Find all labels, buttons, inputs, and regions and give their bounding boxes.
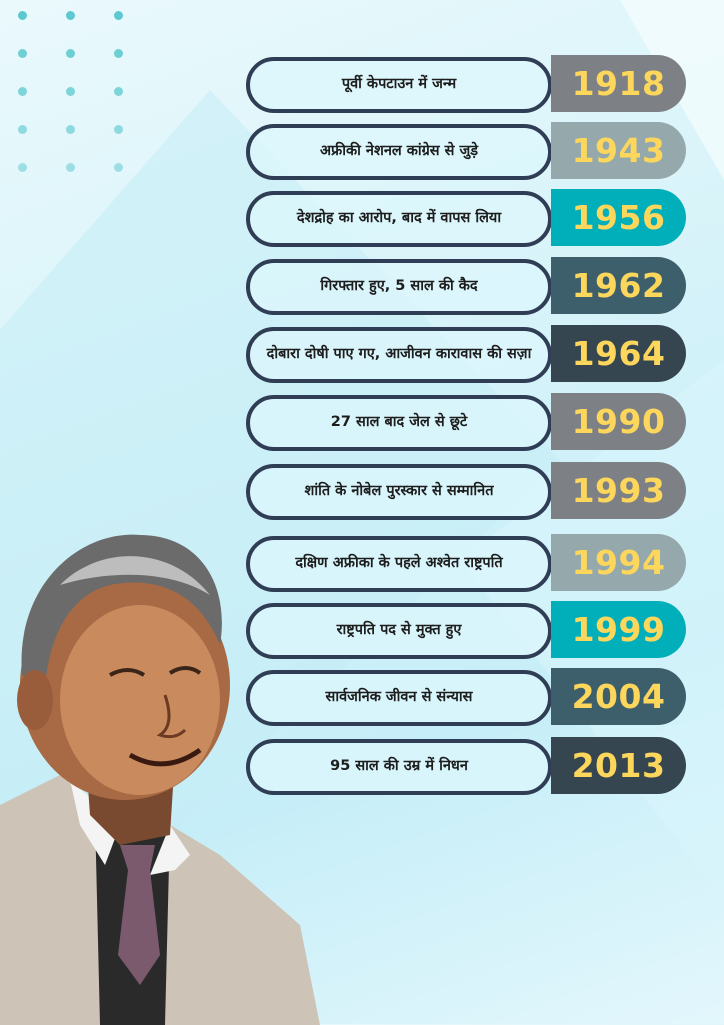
decorative-dot bbox=[18, 11, 27, 20]
event-label: शांति के नोबेल पुरस्कार से सम्मानित bbox=[246, 464, 552, 520]
timeline-row: दक्षिण अफ्रीका के पहले अश्वेत राष्ट्रपति… bbox=[246, 534, 686, 592]
event-label: अफ्रीकी नेशनल कांग्रेस से जुड़े bbox=[246, 124, 552, 180]
decorative-dot bbox=[114, 125, 123, 134]
event-label: राष्ट्रपति पद से मुक्त हुए bbox=[246, 603, 552, 659]
decorative-dot bbox=[66, 163, 75, 172]
decorative-dot bbox=[66, 87, 75, 96]
decorative-dot bbox=[114, 11, 123, 20]
year-badge: 2004 bbox=[551, 668, 686, 725]
year-badge: 1943 bbox=[551, 122, 686, 179]
year-badge: 1962 bbox=[551, 257, 686, 314]
decorative-dot bbox=[114, 87, 123, 96]
decorative-dot bbox=[18, 87, 27, 96]
year-badge: 1956 bbox=[551, 189, 686, 246]
event-label: गिरफ्तार हुए, 5 साल की कैद bbox=[246, 259, 552, 315]
event-label: 27 साल बाद जेल से छूटे bbox=[246, 395, 552, 451]
event-label: सार्वजनिक जीवन से संन्यास bbox=[246, 670, 552, 726]
year-badge: 1918 bbox=[551, 55, 686, 112]
event-label: देशद्रोह का आरोप, बाद में वापस लिया bbox=[246, 191, 552, 247]
portrait-illustration bbox=[0, 534, 320, 1025]
timeline-row: पूर्वी केपटाउन में जन्म 1918 bbox=[246, 55, 686, 113]
decorative-dot bbox=[66, 49, 75, 58]
timeline-row: दोबारा दोषी पाए गए, आजीवन कारावास की सज़… bbox=[246, 325, 686, 383]
event-label: 95 साल की उम्र में निधन bbox=[246, 739, 552, 795]
timeline-row: देशद्रोह का आरोप, बाद में वापस लिया 1956 bbox=[246, 189, 686, 247]
year-badge: 1994 bbox=[551, 534, 686, 591]
timeline-row: 95 साल की उम्र में निधन 2013 bbox=[246, 737, 686, 795]
event-label: पूर्वी केपटाउन में जन्म bbox=[246, 57, 552, 113]
event-label: दक्षिण अफ्रीका के पहले अश्वेत राष्ट्रपति bbox=[246, 536, 552, 592]
decorative-dot bbox=[114, 163, 123, 172]
year-badge: 1999 bbox=[551, 601, 686, 658]
decorative-dot bbox=[66, 125, 75, 134]
year-badge: 1990 bbox=[551, 393, 686, 450]
decorative-dot bbox=[18, 163, 27, 172]
timeline-row: 27 साल बाद जेल से छूटे 1990 bbox=[246, 393, 686, 451]
timeline-row: गिरफ्तार हुए, 5 साल की कैद 1962 bbox=[246, 257, 686, 315]
timeline-row: सार्वजनिक जीवन से संन्यास 2004 bbox=[246, 668, 686, 726]
event-label: दोबारा दोषी पाए गए, आजीवन कारावास की सज़… bbox=[246, 327, 552, 383]
decorative-dot bbox=[18, 49, 27, 58]
timeline-row: राष्ट्रपति पद से मुक्त हुए 1999 bbox=[246, 601, 686, 659]
decorative-dot bbox=[114, 49, 123, 58]
decorative-dot bbox=[18, 125, 27, 134]
timeline-row: शांति के नोबेल पुरस्कार से सम्मानित 1993 bbox=[246, 462, 686, 520]
timeline-row: अफ्रीकी नेशनल कांग्रेस से जुड़े 1943 bbox=[246, 122, 686, 180]
year-badge: 1964 bbox=[551, 325, 686, 382]
year-badge: 2013 bbox=[551, 737, 686, 794]
decorative-dot bbox=[66, 11, 75, 20]
year-badge: 1993 bbox=[551, 462, 686, 519]
